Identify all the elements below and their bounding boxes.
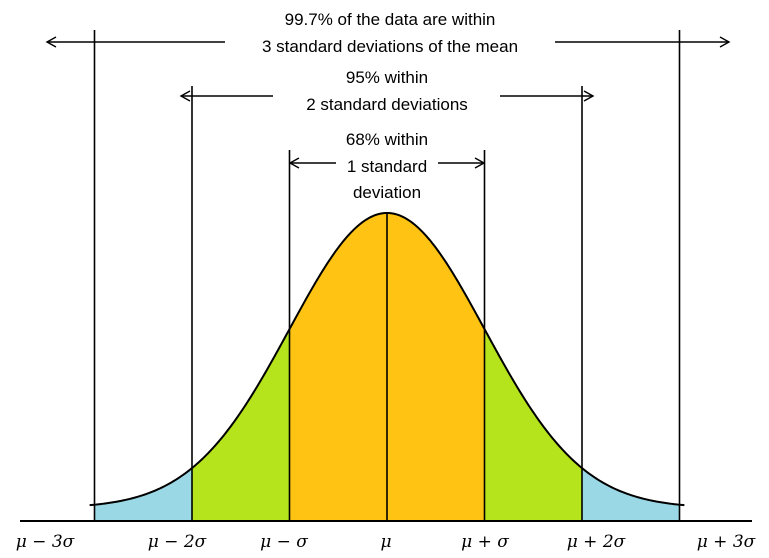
band-boundary-lines [93, 30, 681, 521]
annotation-1sd-line1: 68% within [346, 130, 428, 149]
tick-label-mean: μ [380, 532, 391, 552]
annotation-3sd-line2: 3 standard deviations of the mean [262, 37, 518, 56]
arrowhead-1sd-right [474, 157, 486, 169]
region-right-2sd [484, 329, 582, 521]
arrowhead-3sd-left [45, 36, 57, 48]
annotation-2sd-line1: 95% within [346, 68, 428, 87]
span-arrows [45, 36, 731, 169]
tick-label-plus-2sd: μ + 2σ [567, 532, 626, 552]
annotation-3sd-line1: 99.7% of the data are within [285, 10, 496, 29]
arrowhead-2sd-right [583, 90, 595, 102]
tick-label-minus-3sd: μ − 3σ [16, 532, 75, 552]
annotation-1sd-line3: deviation [353, 183, 421, 202]
arrowhead-1sd-left [288, 157, 300, 169]
annotation-2sd-line2: 2 standard deviations [306, 95, 468, 114]
annotation-1sd-line2: 1 standard [347, 157, 427, 176]
arrowhead-2sd-left [179, 90, 191, 102]
region-left-3sd [94, 468, 192, 521]
tick-label-plus-1sd: μ + σ [461, 532, 509, 552]
region-left-2sd [192, 329, 290, 521]
region-right-3sd [582, 468, 680, 521]
arrowhead-3sd-right [719, 36, 731, 48]
tick-label-plus-3sd: μ + 3σ [697, 532, 756, 552]
tick-label-minus-1sd: μ − σ [260, 532, 308, 552]
tick-label-minus-2sd: μ − 2σ [148, 532, 207, 552]
